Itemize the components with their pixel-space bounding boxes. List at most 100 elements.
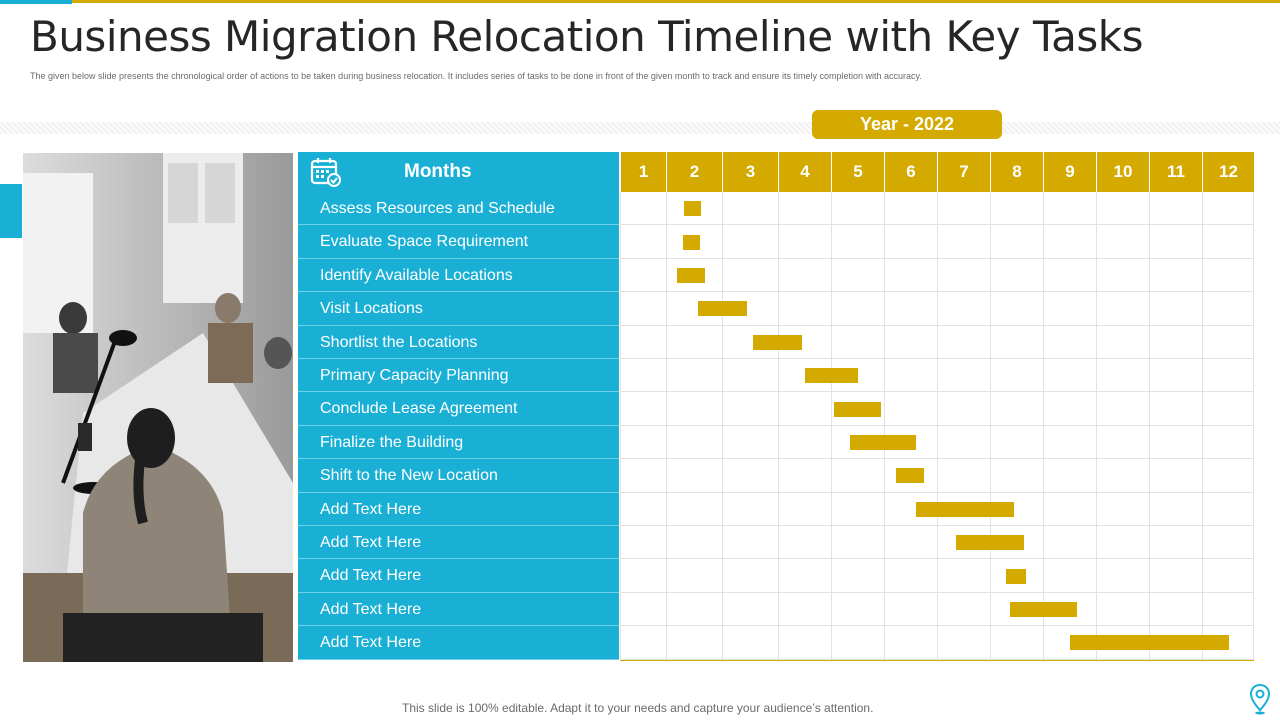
grid-cell (1096, 225, 1149, 259)
grid-cell (990, 626, 1043, 660)
grid-cell (1202, 292, 1254, 326)
location-pin-icon (1249, 683, 1271, 720)
grid-cell (666, 425, 722, 460)
grid-cell (620, 492, 666, 526)
grid-cell (778, 592, 831, 627)
month-header-7: 7 (937, 152, 990, 192)
task-row: Visit Locations (298, 292, 1254, 326)
grid-cell (831, 526, 884, 560)
grid-cell (1149, 325, 1202, 359)
task-bar (1069, 635, 1230, 651)
grid-cell (1149, 292, 1202, 326)
grid-cell (666, 592, 722, 627)
task-row: Primary Capacity Planning (298, 359, 1254, 393)
grid-right-edge (1253, 592, 1254, 627)
grid-cell (990, 359, 1043, 393)
grid-cell (620, 192, 666, 226)
grid-cell (1149, 425, 1202, 460)
grid-cell (620, 392, 666, 426)
grid-right-edge (1253, 559, 1254, 593)
grid-cell (937, 459, 990, 493)
grid-cell (831, 325, 884, 359)
grid-cell (666, 225, 722, 259)
month-header-9: 9 (1043, 152, 1096, 192)
grid-cell (666, 192, 722, 226)
grid-cell (990, 459, 1043, 493)
months-header-cell: Months (298, 152, 619, 192)
task-label: Add Text Here (298, 492, 619, 526)
grid-cell (620, 592, 666, 627)
grid-cell (666, 559, 722, 593)
grid-cell (884, 292, 937, 326)
grid-cell (778, 258, 831, 293)
grid-cell (666, 526, 722, 560)
grid-cell (620, 292, 666, 326)
grid-cell (722, 359, 778, 393)
task-row: Evaluate Space Requirement (298, 225, 1254, 259)
grid-cell (1149, 459, 1202, 493)
table-bottom-rule (620, 660, 1254, 661)
grid-cell (722, 459, 778, 493)
grid-right-edge (1253, 325, 1254, 359)
grid-cell (884, 559, 937, 593)
grid-cell (1149, 225, 1202, 259)
grid-cell (778, 292, 831, 326)
grid-cell (831, 225, 884, 259)
slide-title: Business Migration Relocation Timeline w… (30, 12, 1143, 61)
month-header-8: 8 (990, 152, 1043, 192)
grid-cell (778, 626, 831, 660)
grid-cell (1096, 492, 1149, 526)
months-header-label: Months (404, 161, 472, 182)
grid-cell (990, 292, 1043, 326)
task-row: Assess Resources and Schedule (298, 192, 1254, 226)
grid-cell (666, 359, 722, 393)
grid-cell (990, 425, 1043, 460)
grid-cell (778, 459, 831, 493)
task-label: Visit Locations (298, 292, 619, 326)
task-row: Add Text Here (298, 626, 1254, 660)
grid-cell (937, 626, 990, 660)
task-row: Add Text Here (298, 559, 1254, 593)
task-bar (895, 468, 924, 484)
grid-cell (620, 559, 666, 593)
grid-cell (1202, 392, 1254, 426)
grid-cell (831, 592, 884, 627)
grid-cell (1149, 559, 1202, 593)
grid-cell (831, 492, 884, 526)
grid-cell (1202, 225, 1254, 259)
grid-cell (778, 359, 831, 393)
grid-right-edge (1253, 292, 1254, 326)
task-label: Conclude Lease Agreement (298, 392, 619, 426)
grid-cell (990, 258, 1043, 293)
task-label: Assess Resources and Schedule (298, 192, 619, 226)
month-header-4: 4 (778, 152, 831, 192)
task-label: Shortlist the Locations (298, 325, 619, 359)
grid-cell (1096, 292, 1149, 326)
grid-right-edge (1253, 392, 1254, 426)
grid-cell (937, 559, 990, 593)
grid-cell (831, 192, 884, 226)
grid-cell (778, 192, 831, 226)
grid-cell (666, 325, 722, 359)
task-label: Evaluate Space Requirement (298, 225, 619, 259)
grid-cell (1202, 559, 1254, 593)
grid-cell (990, 225, 1043, 259)
task-bar (698, 301, 748, 317)
task-label: Add Text Here (298, 559, 619, 593)
grid-right-edge (1253, 359, 1254, 393)
grid-cell (831, 626, 884, 660)
grid-cell (722, 626, 778, 660)
task-row: Shortlist the Locations (298, 325, 1254, 359)
grid-cell (666, 492, 722, 526)
grid-cell (937, 192, 990, 226)
footer-note: This slide is 100% editable. Adapt it to… (402, 701, 874, 715)
grid-cell (1202, 526, 1254, 560)
month-header-3: 3 (722, 152, 778, 192)
task-label: Add Text Here (298, 626, 619, 660)
meeting-photo (23, 153, 293, 662)
task-bar (849, 434, 916, 450)
grid-cell (666, 392, 722, 426)
grid-cell (778, 559, 831, 593)
grid-cell (620, 225, 666, 259)
task-bar (682, 234, 700, 250)
